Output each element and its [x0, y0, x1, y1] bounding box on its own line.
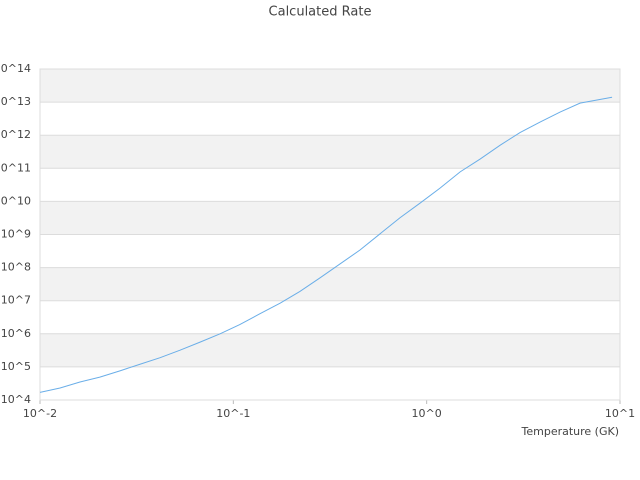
y-tick-label: 10^9: [1, 228, 31, 241]
chart-title: Calculated Rate: [269, 5, 372, 20]
y-tick-label: 10^5: [1, 360, 31, 373]
y-tick-label: 10^10: [0, 194, 31, 207]
y-tick-label: 10^6: [1, 327, 31, 340]
y-tick-label: 10^11: [0, 161, 31, 174]
x-tick-label: 10^0: [412, 407, 442, 420]
x-tick-label: 10^1: [605, 407, 635, 420]
y-tick-label: 10^12: [0, 128, 31, 141]
y-tick-label: 10^13: [0, 95, 31, 108]
plot-frame: [39, 68, 621, 401]
y-tick-label: 10^14: [0, 62, 31, 75]
grid-band: [40, 69, 620, 103]
grid-band: [40, 201, 620, 235]
data-line: [39, 96, 613, 393]
y-tick-label: 10^7: [1, 294, 31, 307]
x-axis-label: Temperature (GK): [521, 425, 620, 438]
x-tick-label: 10^-1: [216, 407, 250, 420]
x-tick-label: 10^-2: [23, 407, 57, 420]
y-tick-label: 10^4: [1, 393, 31, 406]
y-tick-label: 10^8: [1, 261, 31, 274]
grid-band: [40, 135, 620, 169]
grid-band: [40, 333, 620, 367]
grid-band: [40, 267, 620, 301]
